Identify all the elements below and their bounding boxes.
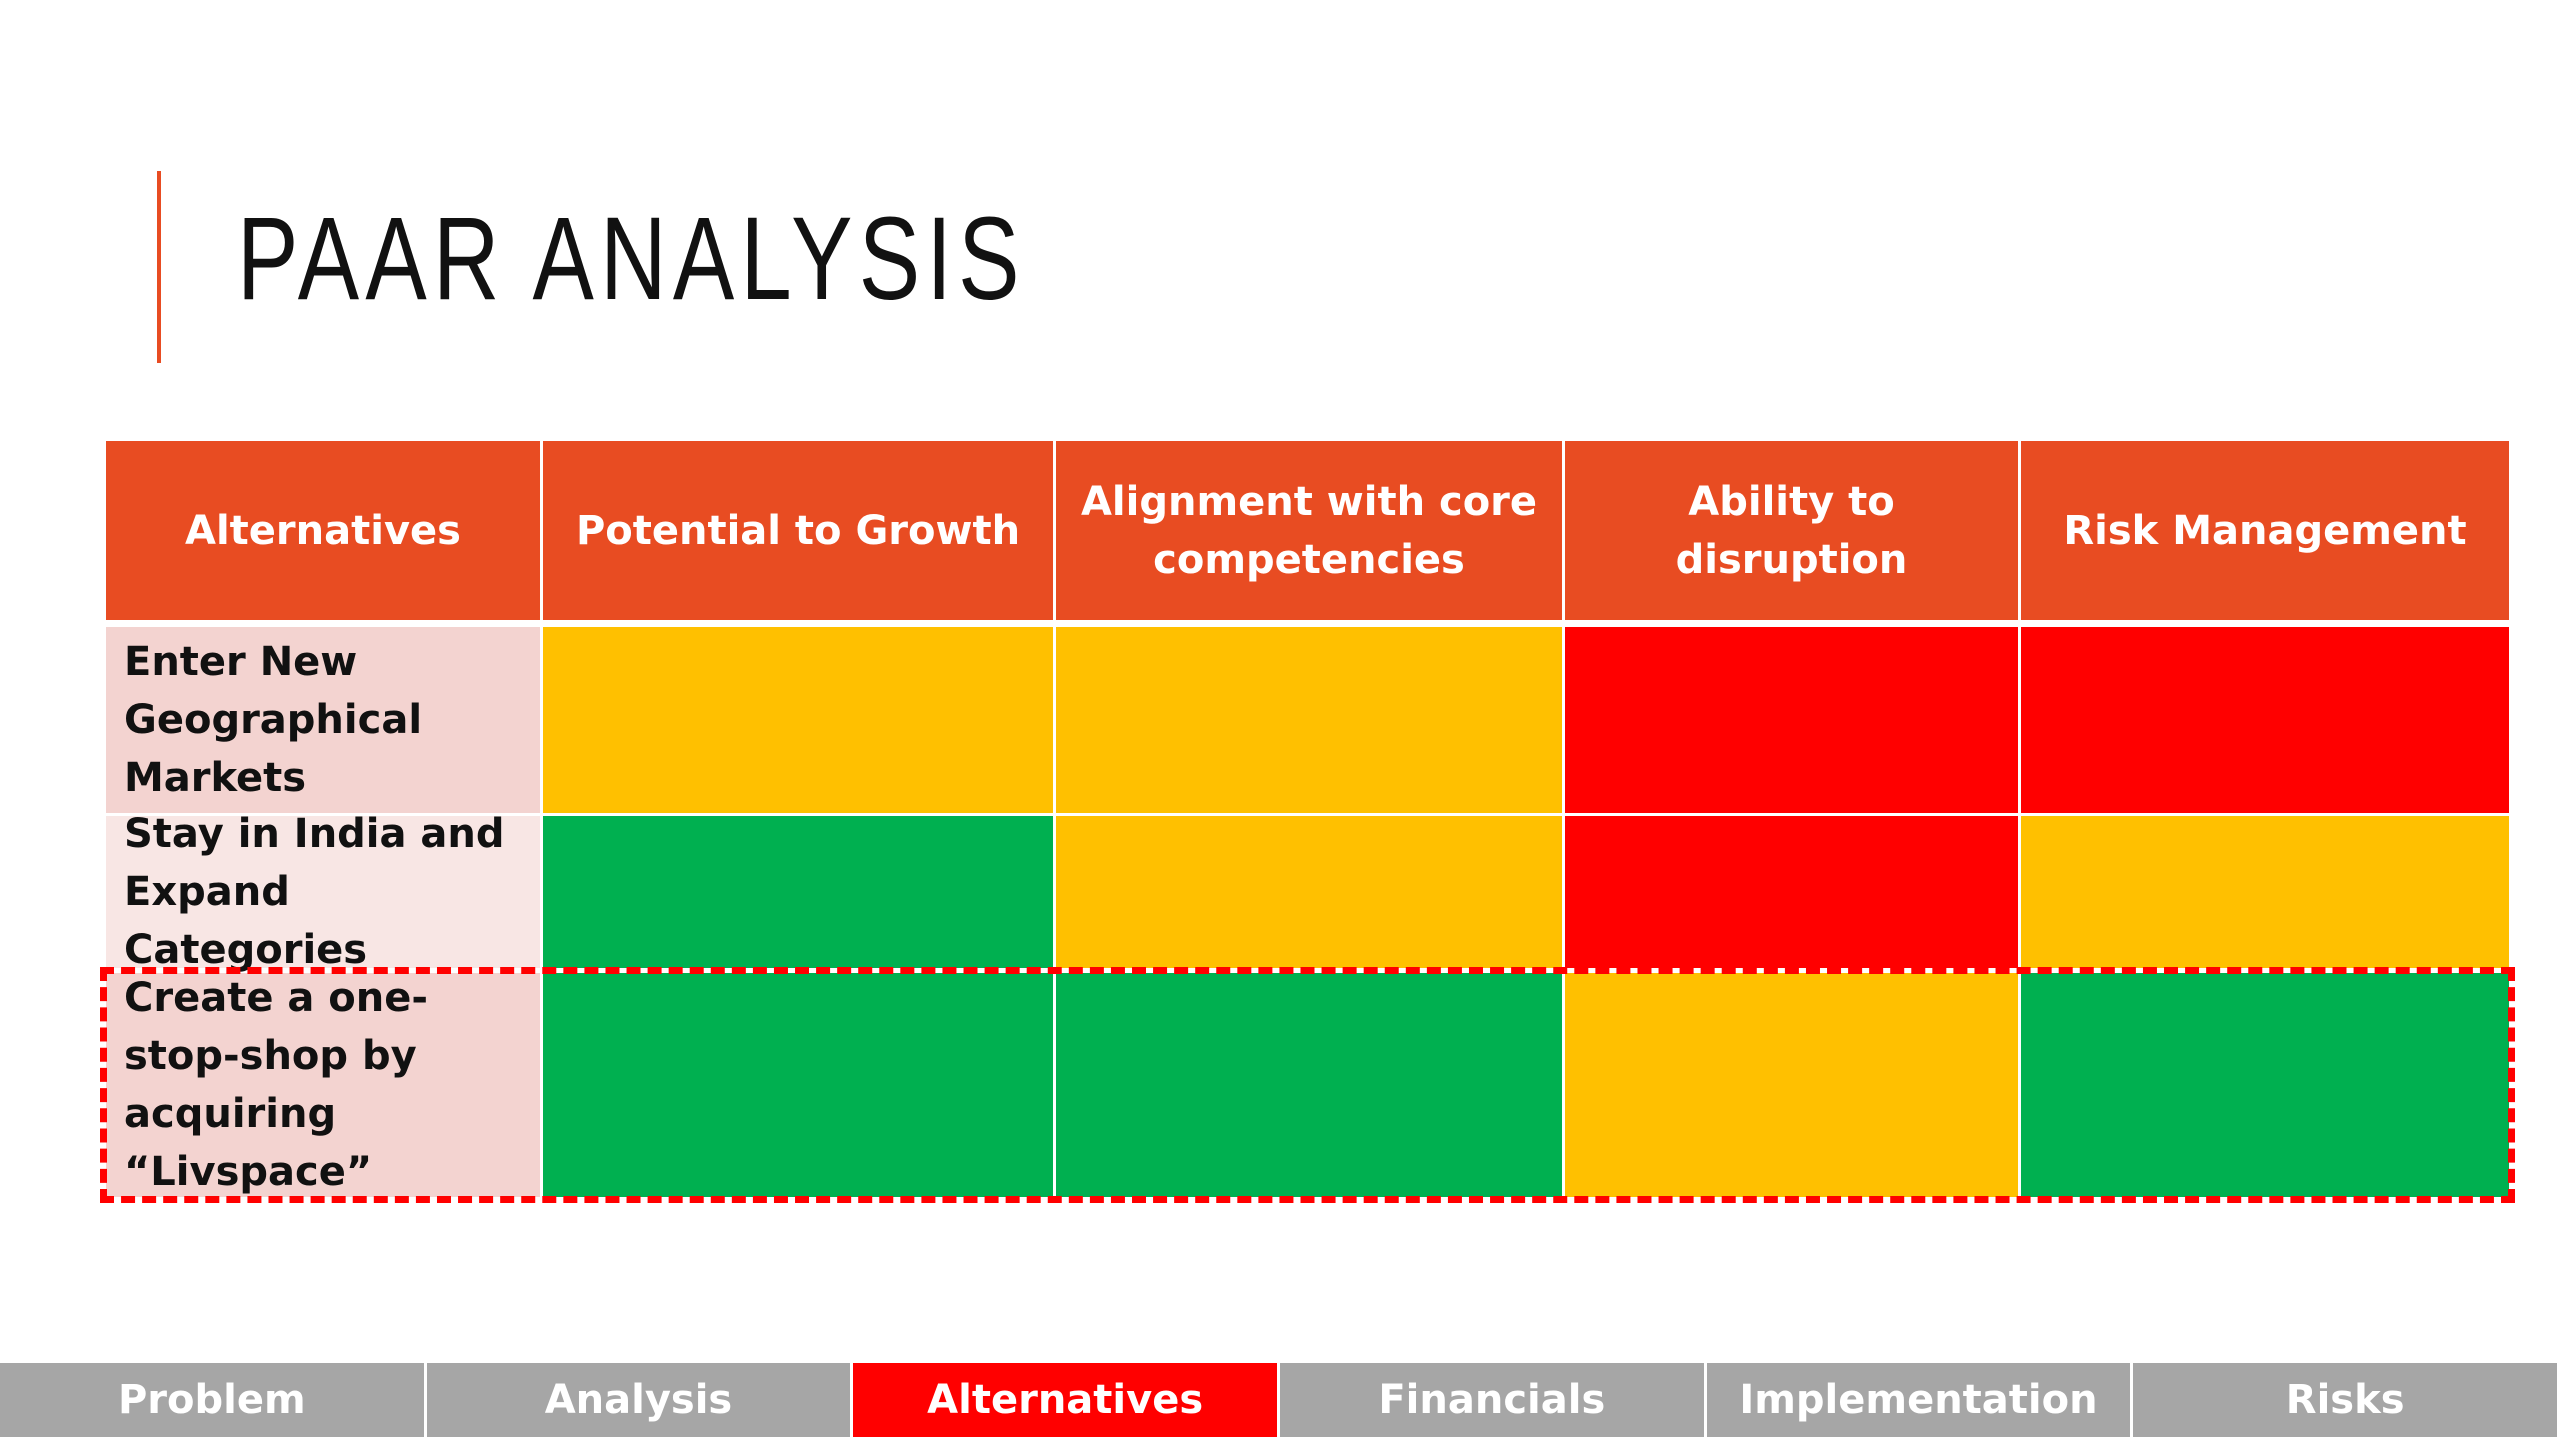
- rating-cell: [543, 973, 1053, 1197]
- rating-cell: [1056, 973, 1562, 1197]
- rating-cell: [1056, 627, 1562, 813]
- highlight-border: [100, 967, 2515, 1203]
- nav-tab[interactable]: Problem: [0, 1363, 424, 1437]
- rating-cell: [543, 816, 1053, 968]
- row-label: Create a one-stop-shop by acquiring “Liv…: [106, 973, 540, 1197]
- table-header-cell: Potential to Growth: [543, 441, 1053, 620]
- slide-title: PAAR ANALYSIS: [237, 193, 1026, 325]
- nav-tab[interactable]: Financials: [1280, 1363, 1704, 1437]
- rating-cell: [1565, 816, 2018, 968]
- rating-cell: [543, 627, 1053, 813]
- title-accent: [157, 171, 161, 363]
- nav-tab[interactable]: Risks: [2133, 1363, 2557, 1437]
- row-label: Enter New Geographical Markets: [106, 627, 540, 813]
- rating-cell: [1565, 627, 2018, 813]
- table-header-cell: Alternatives: [106, 441, 540, 620]
- row-label: Stay in India and Expand Categories: [106, 811, 540, 973]
- table-header-cell: Ability to disruption: [1565, 441, 2018, 620]
- rating-cell: [2021, 816, 2509, 968]
- rating-cell: [1565, 973, 2018, 1197]
- rating-cell: [2021, 973, 2509, 1197]
- nav-tab[interactable]: Analysis: [426, 1363, 851, 1437]
- rating-cell: [2021, 627, 2509, 813]
- table-header-cell: Risk Management: [2021, 441, 2509, 620]
- rating-cell: [1056, 816, 1562, 968]
- nav-tab[interactable]: Implementation: [1706, 1363, 2131, 1437]
- nav-tab[interactable]: Alternatives: [853, 1363, 1277, 1437]
- table-header-cell: Alignment with core competencies: [1056, 441, 1562, 620]
